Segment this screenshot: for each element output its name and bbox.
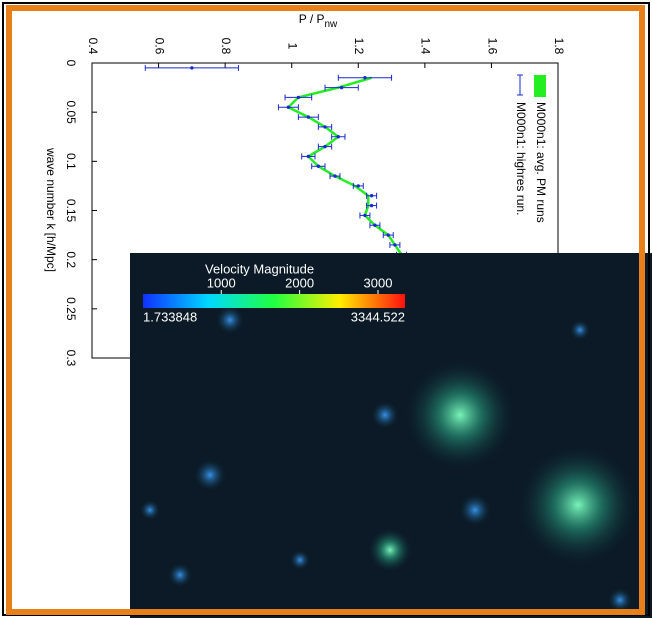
error-bar [317, 123, 333, 130]
y-tick-label: 1.2 [352, 38, 366, 55]
legend-label: M000n1: avg. PM runs [534, 102, 548, 223]
error-bar [366, 192, 378, 199]
error-bar-point [336, 135, 341, 139]
error-bar [324, 84, 359, 91]
error-bar-point [296, 95, 301, 100]
error-bar-point [323, 144, 327, 149]
legend-swatch [534, 75, 546, 97]
y-tick-label: 1.6 [485, 38, 499, 55]
colorbar: Velocity Magnitude 1.733848 3344.522 100… [143, 261, 405, 324]
x-tick-label: 0.2 [64, 251, 78, 268]
error-bar-point [339, 85, 344, 90]
error-bar [329, 173, 341, 180]
error-bar [331, 133, 346, 140]
error-bar-point [190, 66, 194, 70]
y-axis-label-sub: nw [325, 19, 339, 30]
x-tick-label: 0 [64, 60, 78, 67]
error-bar-point [333, 174, 337, 178]
error-bar [297, 114, 319, 121]
error-bar [301, 153, 316, 160]
error-bar [311, 163, 326, 170]
error-bar [389, 241, 401, 248]
colorbar-tick-label: 3000 [364, 275, 393, 290]
error-bar-point [393, 243, 397, 247]
error-bar [337, 74, 393, 81]
error-bar [317, 143, 333, 150]
error-bar [382, 232, 394, 239]
colorbar-tick-label: 1000 [207, 275, 236, 290]
error-bar-point [369, 194, 374, 198]
error-bar-point [363, 76, 367, 80]
y-tick-label: 1.4 [419, 38, 433, 55]
error-bar-point [363, 213, 367, 218]
y-tick-label: 0.6 [152, 38, 166, 55]
y-tick-label: 0.8 [219, 38, 233, 55]
y-tick-label: 1 [286, 43, 300, 50]
error-bar-point [356, 184, 360, 188]
y-tick-label: 0.4 [86, 38, 100, 55]
y-axis-label-text: P / P [299, 12, 325, 26]
x-axis-label: wave number k [h/Mpc] [44, 147, 58, 272]
x-tick-label: 0.05 [64, 100, 78, 124]
error-bar-point [316, 164, 321, 168]
error-bar [144, 64, 239, 71]
colorbar-tick-label: 2000 [285, 275, 314, 290]
velocity-render [130, 253, 652, 618]
error-bar-point [386, 233, 390, 237]
colorbar-ramp [143, 294, 405, 308]
error-bar [284, 94, 313, 101]
error-bar [369, 222, 381, 229]
error-bar [359, 212, 371, 219]
error-bar [352, 182, 364, 189]
x-tick-label: 0.25 [64, 297, 78, 321]
colorbar-min: 1.733848 [143, 309, 197, 324]
error-bar-point [369, 203, 374, 208]
colorbar-max: 3344.522 [351, 309, 405, 324]
error-bar-point [286, 105, 291, 109]
x-tick-label: 0.3 [64, 350, 78, 367]
colorbar-title: Velocity Magnitude [205, 261, 314, 276]
error-bar-point [373, 223, 377, 227]
error-bar [366, 202, 378, 209]
error-bar-point [323, 125, 327, 129]
error-bar [277, 104, 299, 111]
slide-frame [6, 5, 645, 615]
y-tick-label: 1.8 [552, 38, 566, 55]
x-tick-label: 0.15 [64, 199, 78, 223]
x-tick-label: 0.1 [64, 153, 78, 170]
error-bar-point [306, 115, 311, 119]
error-bar-point [306, 154, 311, 159]
legend-label: M000n1: highres run. [514, 102, 528, 215]
y-axis-label: P / Pnw [299, 12, 338, 29]
